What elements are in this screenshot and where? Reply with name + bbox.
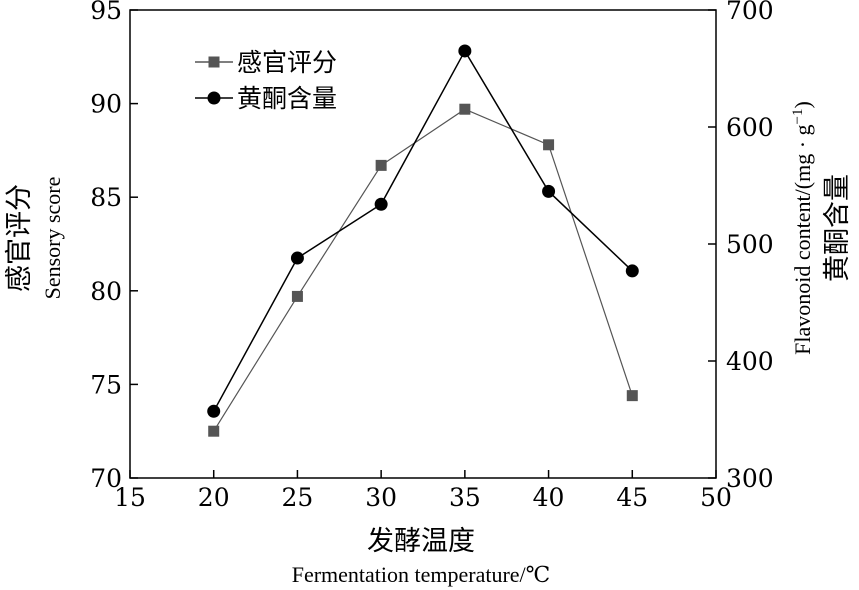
x-tick-label: 20 bbox=[198, 483, 230, 512]
right-y-axis-ticks: 300 400 500 600 700 bbox=[708, 0, 774, 493]
right-y-axis-title-cn: 黄酮含量 bbox=[822, 174, 853, 282]
x-tick-label: 50 bbox=[700, 483, 732, 512]
right-y-tick-label: 400 bbox=[726, 347, 774, 376]
x-tick-label: 40 bbox=[533, 483, 565, 512]
x-tick-label: 45 bbox=[616, 483, 648, 512]
data-point-square bbox=[208, 425, 220, 437]
x-tick-label: 25 bbox=[282, 483, 314, 512]
x-tick-label: 35 bbox=[449, 483, 481, 512]
right-y-tick-label: 300 bbox=[726, 464, 774, 493]
data-point-circle bbox=[625, 264, 639, 278]
data-point-circle bbox=[542, 184, 556, 198]
legend-label: 黄酮含量 bbox=[237, 84, 337, 113]
left-y-tick-label: 70 bbox=[90, 464, 122, 493]
series-line bbox=[213, 49, 633, 412]
legend-marker-circle bbox=[207, 91, 221, 105]
legend-label: 感官评分 bbox=[237, 48, 337, 77]
left-y-axis-title-cn: 感官评分 bbox=[4, 184, 35, 292]
right-y-tick-label: 700 bbox=[726, 0, 774, 25]
data-point-square bbox=[375, 159, 387, 171]
x-tick-label: 15 bbox=[114, 483, 146, 512]
left-y-tick-label: 75 bbox=[90, 370, 122, 399]
series-line bbox=[213, 108, 633, 432]
series-layer bbox=[207, 44, 639, 437]
data-point-circle bbox=[458, 44, 472, 58]
right-y-axis-title-en-close: ) bbox=[790, 101, 815, 108]
legend-marker-square bbox=[208, 56, 220, 68]
right-y-axis-title-en-main: Flavonoid content/(mg · g bbox=[790, 124, 815, 354]
data-point-square bbox=[291, 290, 303, 302]
left-y-tick-label: 95 bbox=[90, 0, 122, 25]
x-tick-label: 30 bbox=[365, 483, 397, 512]
data-point-square bbox=[543, 139, 555, 151]
left-y-axis-title-en: Sensory score bbox=[40, 177, 65, 300]
left-y-tick-label: 85 bbox=[90, 183, 122, 212]
left-y-axis-ticks: 70 75 80 85 90 95 bbox=[90, 0, 138, 493]
legend-item: 感官评分 bbox=[195, 48, 337, 77]
right-y-axis-title-en: Flavonoid content/(mg · g−1) bbox=[790, 101, 815, 355]
right-y-axis-title-en-sup: −1 bbox=[790, 109, 806, 125]
series-sensory-score bbox=[208, 103, 638, 437]
data-point-square bbox=[626, 390, 638, 402]
data-point-square bbox=[459, 103, 471, 115]
x-axis-title-en: Fermentation temperature/℃ bbox=[292, 562, 551, 587]
series-flavonoid-content bbox=[207, 44, 639, 418]
left-y-tick-label: 80 bbox=[90, 277, 122, 306]
data-point-circle bbox=[290, 251, 304, 265]
x-axis-title-cn: 发酵温度 bbox=[367, 526, 475, 557]
legend-item: 黄酮含量 bbox=[195, 84, 337, 113]
data-point-circle bbox=[207, 404, 221, 418]
x-axis-ticks: 15 20 25 30 35 40 45 50 bbox=[114, 470, 732, 512]
data-point-circle bbox=[374, 197, 388, 211]
right-y-tick-label: 600 bbox=[726, 113, 774, 142]
right-y-tick-label: 500 bbox=[726, 230, 774, 259]
left-y-tick-label: 90 bbox=[90, 90, 122, 119]
